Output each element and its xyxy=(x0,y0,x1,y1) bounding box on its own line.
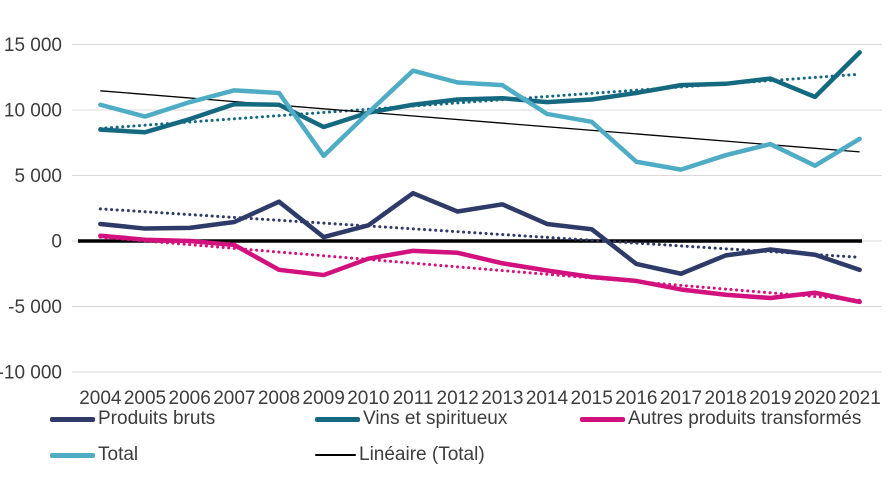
y-tick-label: 0 xyxy=(51,232,62,253)
x-tick-label: 2009 xyxy=(303,388,345,409)
y-tick-label: 10 000 xyxy=(4,101,62,122)
x-tick-label: 2013 xyxy=(481,388,523,409)
series-line-vins-et-spiritueux xyxy=(98,50,862,135)
y-tick-label: 15 000 xyxy=(4,35,62,56)
series-line-autres-produits-transform-s xyxy=(98,233,862,305)
x-tick-label: 2021 xyxy=(839,388,881,409)
x-tick-label: 2010 xyxy=(347,388,389,409)
x-tick-label: 2015 xyxy=(571,388,613,409)
x-tick-label: 2020 xyxy=(794,388,836,409)
x-tick-label: 2011 xyxy=(393,388,434,409)
x-tick-label: 2017 xyxy=(660,388,702,409)
trendline-total xyxy=(100,90,860,153)
y-tick-label: 5 000 xyxy=(14,166,62,187)
y-tick-label: -10 000 xyxy=(0,363,62,384)
trendline-produits-bruts xyxy=(98,207,862,259)
x-tick-label: 2007 xyxy=(213,388,255,409)
x-tick-label: 2012 xyxy=(437,388,479,409)
trendline-autres-produits-transform-s xyxy=(98,235,862,302)
x-tick-label: 2008 xyxy=(258,388,300,409)
x-tick-label: 2005 xyxy=(124,388,166,409)
y-tick-label: -5 000 xyxy=(8,297,62,318)
x-tick-label: 2014 xyxy=(526,388,569,409)
x-tick-label: 2018 xyxy=(705,388,747,409)
x-tick-label: 2019 xyxy=(749,388,791,409)
x-tick-label: 2016 xyxy=(615,388,657,409)
x-tick-label: 2004 xyxy=(79,388,122,409)
x-tick-label: 2006 xyxy=(169,388,211,409)
series-line-produits-bruts xyxy=(98,190,862,276)
series-line-total xyxy=(98,68,862,172)
